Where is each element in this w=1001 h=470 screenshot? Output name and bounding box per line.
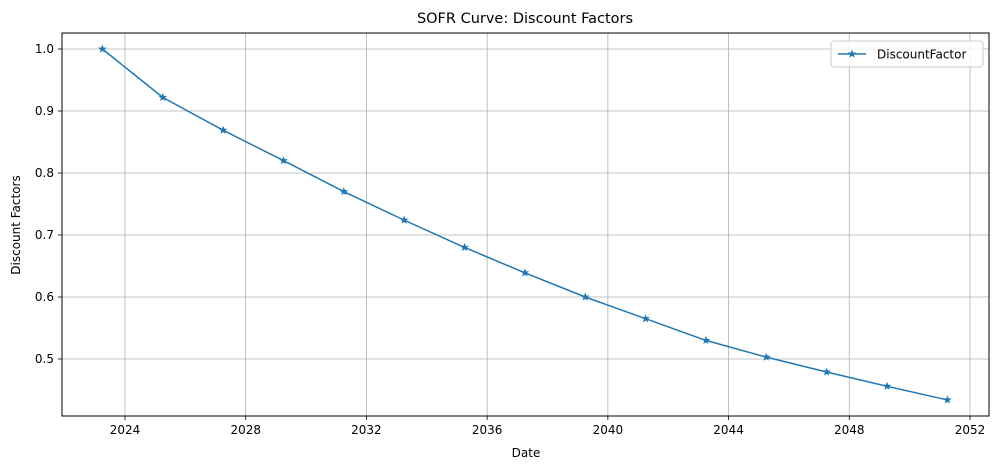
data-point-star-marker (641, 314, 650, 323)
data-point-star-marker (399, 215, 409, 224)
y-tick-label: 1.0 (35, 42, 54, 56)
data-point-star-marker (520, 268, 530, 277)
data-point-star-marker (943, 395, 952, 404)
y-tick-label: 0.7 (35, 228, 54, 242)
legend-box (830, 40, 984, 68)
y-tick-label: 0.9 (35, 104, 54, 118)
data-point-star-marker (580, 292, 590, 301)
data-point-star-marker (701, 335, 711, 345)
x-axis-title: Date (512, 446, 541, 460)
y-tick-label: 0.8 (35, 166, 54, 180)
x-axis: 2024 2028 2032 2036 2040 2044 2048 2052 (110, 416, 986, 437)
legend: DiscountFactor (830, 40, 984, 68)
y-axis: 0.5 0.6 0.7 0.8 0.9 1.0 (35, 42, 62, 366)
x-tick-label: 2044 (713, 423, 744, 437)
plot-frame (61, 32, 990, 417)
series-line (101, 48, 948, 401)
y-tick-label: 0.6 (35, 290, 54, 304)
grid (62, 33, 989, 416)
data-point-star-marker (882, 381, 892, 390)
y-tick-label: 0.5 (35, 352, 54, 366)
data-point-star-marker (460, 242, 469, 252)
data-point-star-marker (762, 352, 771, 361)
y-axis-title: Discount Factors (9, 175, 23, 274)
data-point-star-marker (822, 367, 831, 376)
x-tick-label: 2052 (955, 423, 986, 437)
legend-label: DiscountFactor (877, 48, 966, 62)
x-tick-label: 2048 (834, 423, 865, 437)
x-tick-label: 2036 (472, 423, 503, 437)
x-tick-label: 2024 (110, 423, 141, 437)
data-point-star-marker (218, 125, 228, 134)
data-point-star-marker (158, 92, 167, 101)
data-point-star-marker (339, 187, 349, 196)
x-tick-label: 2040 (593, 423, 624, 437)
x-tick-label: 2028 (230, 423, 261, 437)
x-tick-label: 2032 (351, 423, 382, 437)
chart-title: SOFR Curve: Discount Factors (417, 11, 633, 27)
data-point-star-marker (98, 44, 107, 53)
data-point-star-marker (279, 156, 288, 165)
series-markers (98, 44, 952, 404)
legend-star-icon (847, 49, 857, 58)
